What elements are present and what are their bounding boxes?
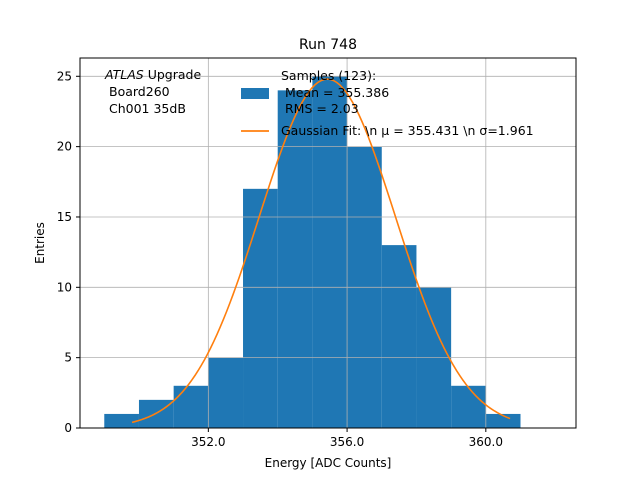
grid-lines	[80, 58, 576, 429]
legend: Samples (123): Mean = 355.386 RMS = 2.03…	[241, 68, 534, 138]
y-tick-label-2: 10	[57, 280, 72, 294]
histogram-bar-4	[243, 188, 278, 428]
y-tick-label-3: 15	[57, 210, 72, 224]
histogram-bar-10	[451, 385, 486, 428]
histogram-bar-2	[173, 385, 209, 428]
annotation-line-3: Ch001 35dB	[109, 101, 186, 116]
x-tick-label-0: 352.0	[191, 435, 225, 449]
legend-histogram-line-1: Samples (123):	[281, 68, 376, 83]
upgrade-label: Upgrade	[144, 67, 202, 82]
y-tick-label-5: 25	[57, 69, 72, 83]
legend-fit-label: Gaussian Fit: \n μ = 355.431 \n σ=1.961	[281, 123, 534, 138]
chart-title: Run 748	[299, 37, 357, 53]
plot-frame	[79, 57, 577, 429]
y-axis-label: Entries	[33, 222, 47, 264]
y-tick-label-1: 5	[64, 351, 72, 365]
histogram-bar-0	[104, 413, 139, 428]
gaussian-fit-curve	[131, 78, 511, 424]
histogram-bar-8	[381, 245, 417, 428]
y-axis-ticks: 0 5 10 15 20 25	[57, 69, 80, 435]
x-axis-ticks: 352.0 356.0 360.0	[191, 428, 503, 449]
legend-histogram-line-2: Mean = 355.386	[285, 85, 389, 100]
annotation-box: ATLAS Upgrade Board260 Ch001 35dB	[104, 67, 201, 116]
histogram-bar-11	[485, 413, 521, 428]
x-tick-label-2: 360.0	[469, 435, 503, 449]
annotation-line-1: ATLAS Upgrade	[104, 67, 201, 82]
x-axis-label: Energy [ADC Counts]	[265, 456, 392, 470]
histogram-bar-6	[312, 76, 348, 428]
y-tick-label-4: 20	[57, 140, 72, 154]
histogram-bar-5	[277, 90, 313, 428]
histogram-bar-3	[208, 357, 244, 428]
annotation-line-2: Board260	[109, 84, 170, 99]
legend-histogram-swatch	[241, 88, 269, 99]
legend-histogram-line-3: RMS = 2.03	[285, 101, 359, 116]
x-tick-label-1: 356.0	[330, 435, 364, 449]
atlas-label: ATLAS	[104, 67, 144, 82]
y-tick-label-0: 0	[64, 421, 72, 435]
